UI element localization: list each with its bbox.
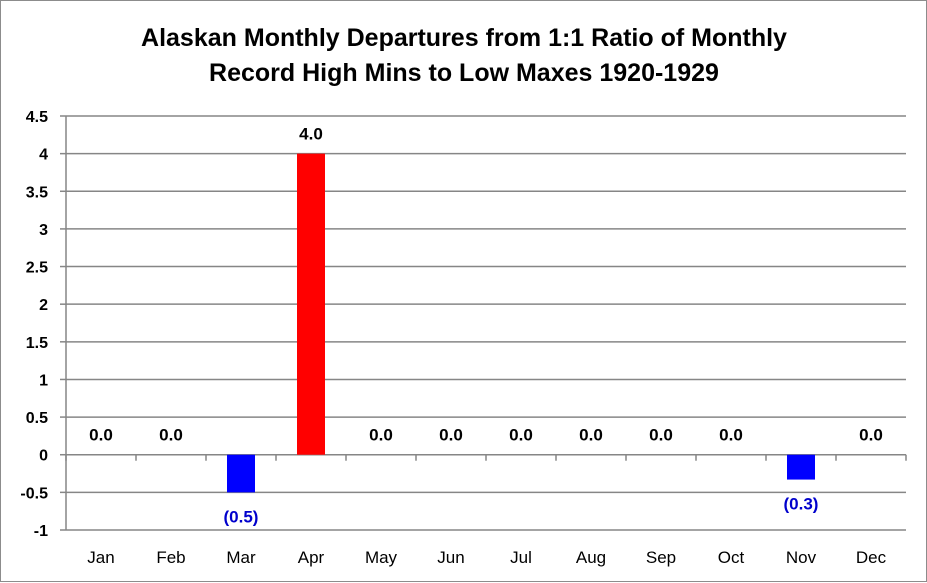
y-tick-label: 3.5 xyxy=(26,184,48,201)
y-tick-label: 4 xyxy=(39,147,48,164)
data-label-dec: 0.0 xyxy=(859,426,883,445)
y-tick-label: 0 xyxy=(39,448,48,465)
data-label-jul: 0.0 xyxy=(509,426,533,445)
x-tick-label-aug: Aug xyxy=(576,548,606,567)
chart-title-line-1: Alaskan Monthly Departures from 1:1 Rati… xyxy=(141,24,787,52)
data-label-jun: 0.0 xyxy=(439,426,463,445)
x-tick-label-jul: Jul xyxy=(510,548,532,567)
data-label-oct: 0.0 xyxy=(719,426,743,445)
data-label-jan: 0.0 xyxy=(89,426,113,445)
data-label-may: 0.0 xyxy=(369,426,393,445)
data-label-apr: 4.0 xyxy=(299,125,323,144)
y-tick-label: -0.5 xyxy=(20,485,48,502)
y-tick-label: 1 xyxy=(39,372,48,389)
y-tick-label: 4.5 xyxy=(26,109,48,126)
gridlines xyxy=(60,115,907,531)
y-tick-label: 2.5 xyxy=(26,260,48,277)
x-tick-label-dec: Dec xyxy=(856,548,887,567)
y-tick-label: 2 xyxy=(39,297,48,314)
x-tick-label-nov: Nov xyxy=(786,548,817,567)
y-tick-label: 3 xyxy=(39,222,48,239)
x-tick-label-sep: Sep xyxy=(646,548,676,567)
data-label-aug: 0.0 xyxy=(579,426,603,445)
x-tick-label-feb: Feb xyxy=(156,548,185,567)
y-tick-label: 1.5 xyxy=(26,335,48,352)
x-tick-label-may: May xyxy=(365,548,398,567)
bar-nov xyxy=(787,454,815,480)
y-axis-tick-labels: -1 -0.5 0 0.5 1 1.5 2 2.5 3 3.5 4 4.5 xyxy=(20,109,48,540)
x-tick-label-oct: Oct xyxy=(718,548,745,567)
x-axis-tick-labels: Jan Feb Mar Apr May Jun Jul Aug Sep Oct Nov Dec xyxy=(87,548,886,567)
x-tick-label-apr: Apr xyxy=(298,548,325,567)
y-tick-label: -1 xyxy=(34,523,48,540)
x-tick-label-mar: Mar xyxy=(226,548,256,567)
y-tick-label: 0.5 xyxy=(26,410,48,427)
data-label-mar: (0.5) xyxy=(224,507,259,526)
x-tick-label-jun: Jun xyxy=(437,548,464,567)
data-label-feb: 0.0 xyxy=(159,426,183,445)
bars xyxy=(227,153,815,493)
bar-mar xyxy=(227,454,255,493)
bar-apr xyxy=(297,153,325,455)
chart-title-line-2: Record High Mins to Low Maxes 1920-1929 xyxy=(209,59,719,87)
x-tick-label-jan: Jan xyxy=(87,548,114,567)
data-label-sep: 0.0 xyxy=(649,426,673,445)
data-labels: 0.0 0.0 (0.5) 4.0 0.0 0.0 0.0 0.0 0.0 0.0 (0.3) 0.0 xyxy=(89,125,883,527)
data-label-nov: (0.3) xyxy=(784,495,819,514)
